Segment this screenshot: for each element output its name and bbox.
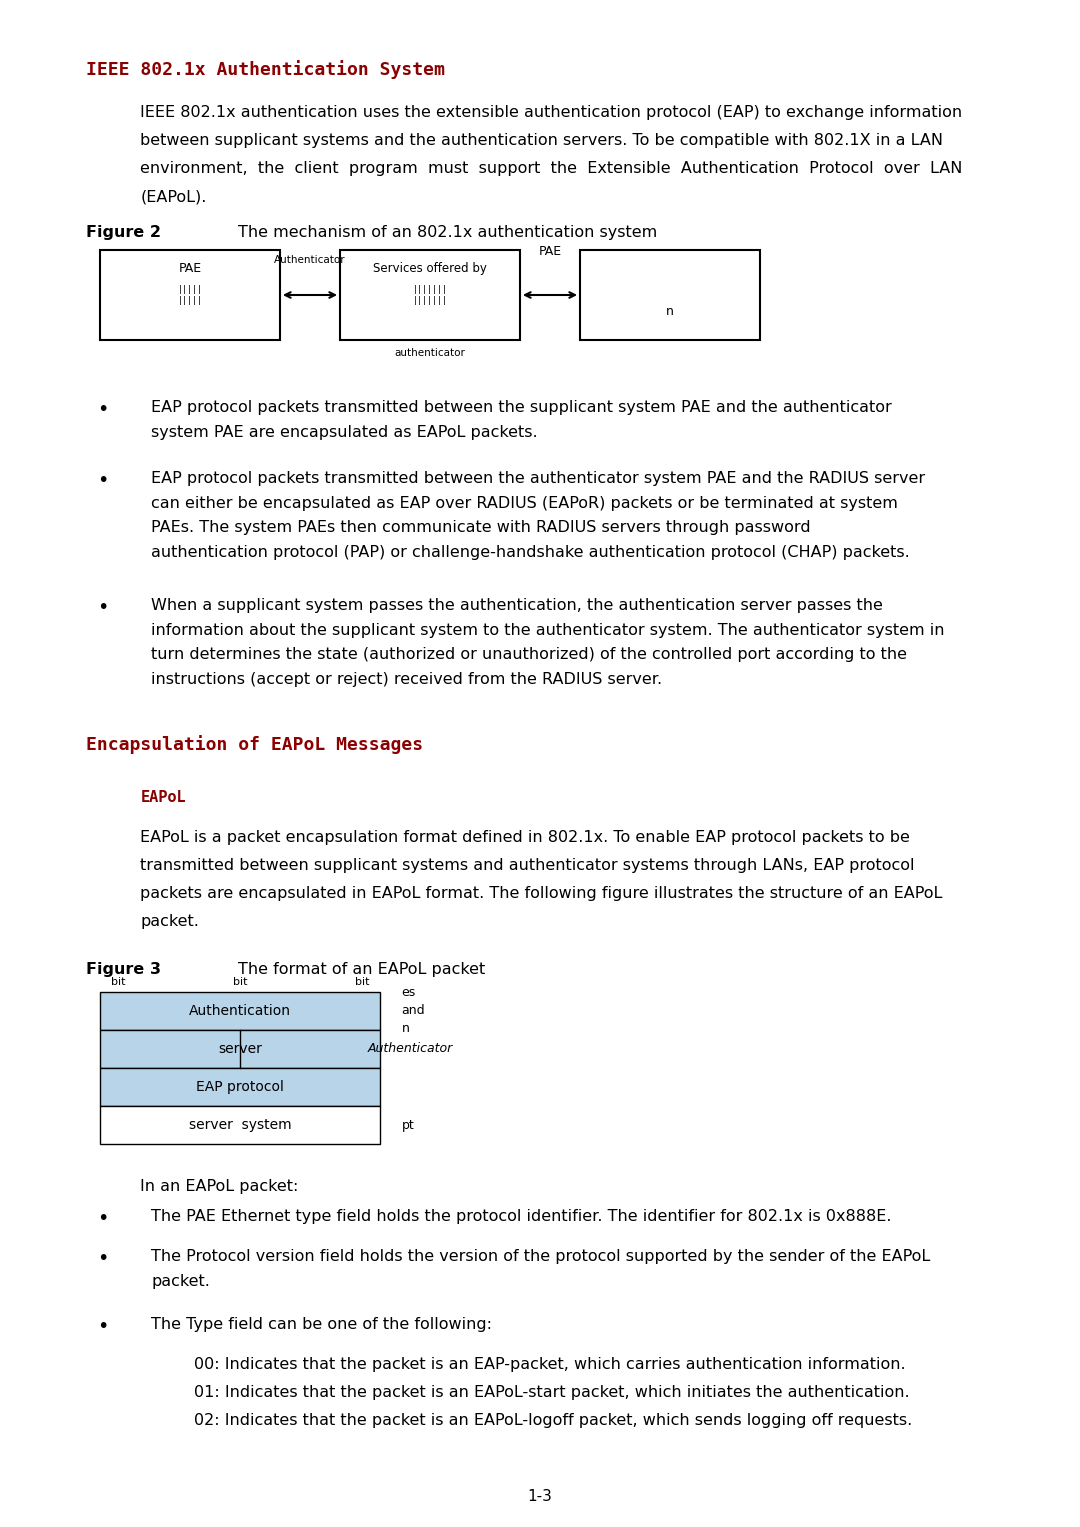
Text: The Protocol version field holds the version of the protocol supported by the se: The Protocol version field holds the ver… <box>151 1249 931 1289</box>
Text: EAPoL is a packet encapsulation format defined in 802.1x. To enable EAP protocol: EAPoL is a packet encapsulation format d… <box>140 831 910 844</box>
Polygon shape <box>100 1031 380 1067</box>
Text: EAP protocol: EAP protocol <box>197 1080 284 1093</box>
Text: 1-3: 1-3 <box>527 1489 553 1504</box>
Text: •: • <box>97 1249 109 1267</box>
Text: environment,  the  client  program  must  support  the  Extensible  Authenticati: environment, the client program must sup… <box>140 160 962 176</box>
Text: packets are encapsulated in EAPoL format. The following figure illustrates the s: packets are encapsulated in EAPoL format… <box>140 886 943 901</box>
Text: IEEE 802.1x authentication uses the extensible authentication protocol (EAP) to : IEEE 802.1x authentication uses the exte… <box>140 105 962 121</box>
Text: PAE: PAE <box>539 244 562 258</box>
Text: packet.: packet. <box>140 915 200 928</box>
Text: bit: bit <box>354 977 369 986</box>
Text: |||||
|||||: ||||| ||||| <box>177 286 203 305</box>
Text: EAP protocol packets transmitted between the supplicant system PAE and the authe: EAP protocol packets transmitted between… <box>151 400 892 440</box>
Text: When a supplicant system passes the authentication, the authentication server pa: When a supplicant system passes the auth… <box>151 599 945 687</box>
Text: pt: pt <box>402 1118 415 1132</box>
Text: server: server <box>218 1041 262 1057</box>
Text: n: n <box>666 305 674 318</box>
Text: Services offered by: Services offered by <box>373 263 487 275</box>
Text: bit: bit <box>233 977 247 986</box>
Text: •: • <box>97 599 109 617</box>
Polygon shape <box>100 1067 380 1106</box>
Text: (EAPoL).: (EAPoL). <box>140 189 206 205</box>
Text: es
and
n: es and n <box>402 986 426 1035</box>
Text: 00: Indicates that the packet is an EAP-packet, which carries authentication inf: 00: Indicates that the packet is an EAP-… <box>194 1358 906 1371</box>
Text: Figure 2: Figure 2 <box>86 224 161 240</box>
Text: •: • <box>97 1209 109 1228</box>
Text: The mechanism of an 802.1x authentication system: The mechanism of an 802.1x authenticatio… <box>238 224 657 240</box>
Text: transmitted between supplicant systems and authenticator systems through LANs, E: transmitted between supplicant systems a… <box>140 858 915 873</box>
Text: 01: Indicates that the packet is an EAPoL-start packet, which initiates the auth: 01: Indicates that the packet is an EAPo… <box>194 1385 910 1400</box>
Text: authenticator: authenticator <box>394 348 465 357</box>
Text: Encapsulation of EAPoL Messages: Encapsulation of EAPoL Messages <box>86 734 423 754</box>
Text: The format of an EAPoL packet: The format of an EAPoL packet <box>238 962 485 977</box>
Text: In an EAPoL packet:: In an EAPoL packet: <box>140 1179 299 1194</box>
Text: Authenticator: Authenticator <box>368 1043 453 1055</box>
Text: |||||||
|||||||: ||||||| ||||||| <box>413 286 447 305</box>
Text: •: • <box>97 1316 109 1336</box>
Text: EAPoL: EAPoL <box>140 789 186 805</box>
Text: •: • <box>97 400 109 418</box>
Text: Figure 3: Figure 3 <box>86 962 161 977</box>
Text: The Type field can be one of the following:: The Type field can be one of the followi… <box>151 1316 492 1332</box>
Text: Authenticator: Authenticator <box>274 255 346 266</box>
Text: between supplicant systems and the authentication servers. To be compatible with: between supplicant systems and the authe… <box>140 133 944 148</box>
Text: •: • <box>97 470 109 490</box>
Text: IEEE 802.1x Authentication System: IEEE 802.1x Authentication System <box>86 60 445 79</box>
Text: server  system: server system <box>189 1118 292 1132</box>
Polygon shape <box>100 1106 380 1144</box>
Text: EAP protocol packets transmitted between the authenticator system PAE and the RA: EAP protocol packets transmitted between… <box>151 470 926 560</box>
Text: PAE: PAE <box>178 263 202 275</box>
Text: The PAE Ethernet type field holds the protocol identifier. The identifier for 80: The PAE Ethernet type field holds the pr… <box>151 1209 892 1225</box>
Text: 02: Indicates that the packet is an EAPoL-logoff packet, which sends logging off: 02: Indicates that the packet is an EAPo… <box>194 1412 913 1428</box>
Text: bit: bit <box>111 977 125 986</box>
Text: Authentication: Authentication <box>189 1003 291 1019</box>
Polygon shape <box>100 993 380 1031</box>
